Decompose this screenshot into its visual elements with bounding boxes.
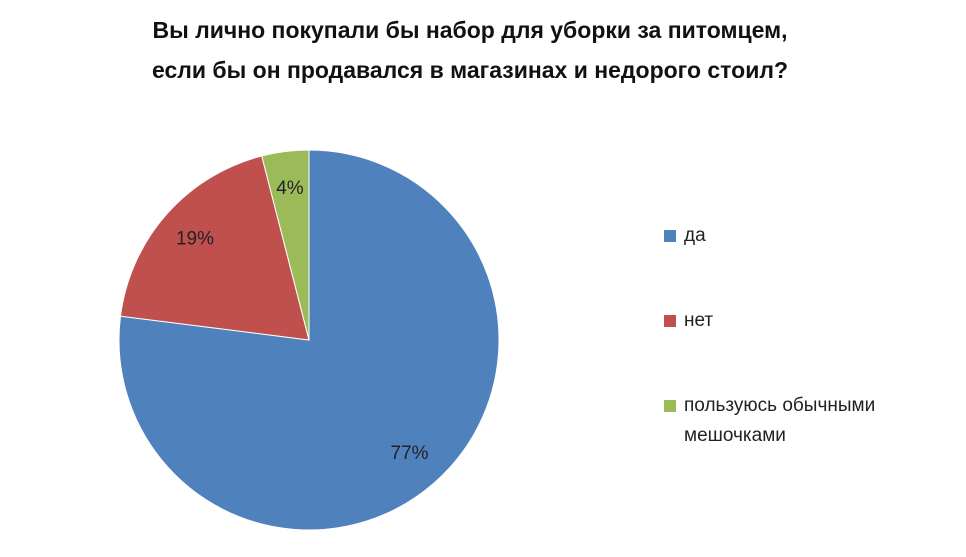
legend-label: пользуюсь обычными мешочками — [684, 395, 876, 446]
legend-item: да — [664, 225, 954, 310]
pie-slice — [118, 149, 500, 531]
pie-slice — [119, 155, 310, 341]
value-label: 77% — [391, 443, 429, 464]
legend-swatch — [664, 230, 676, 242]
pie-slice — [261, 149, 310, 341]
legend-swatch — [664, 315, 676, 327]
value-label: 19% — [176, 228, 214, 249]
chart-title: если бы он продавался в магазинах и недо… — [152, 57, 788, 83]
legend-swatch — [664, 400, 676, 412]
legend-label: нет — [684, 310, 714, 331]
value-label: 4% — [276, 178, 304, 199]
legend-label: да — [684, 225, 706, 246]
legend-item: пользуюсь обычными мешочками — [664, 395, 954, 480]
legend-item: нет — [664, 310, 954, 395]
chart-title: Вы лично покупали бы набор для уборки за… — [152, 17, 787, 43]
legend: да нет пользуюсь обычными мешочками — [664, 225, 954, 480]
